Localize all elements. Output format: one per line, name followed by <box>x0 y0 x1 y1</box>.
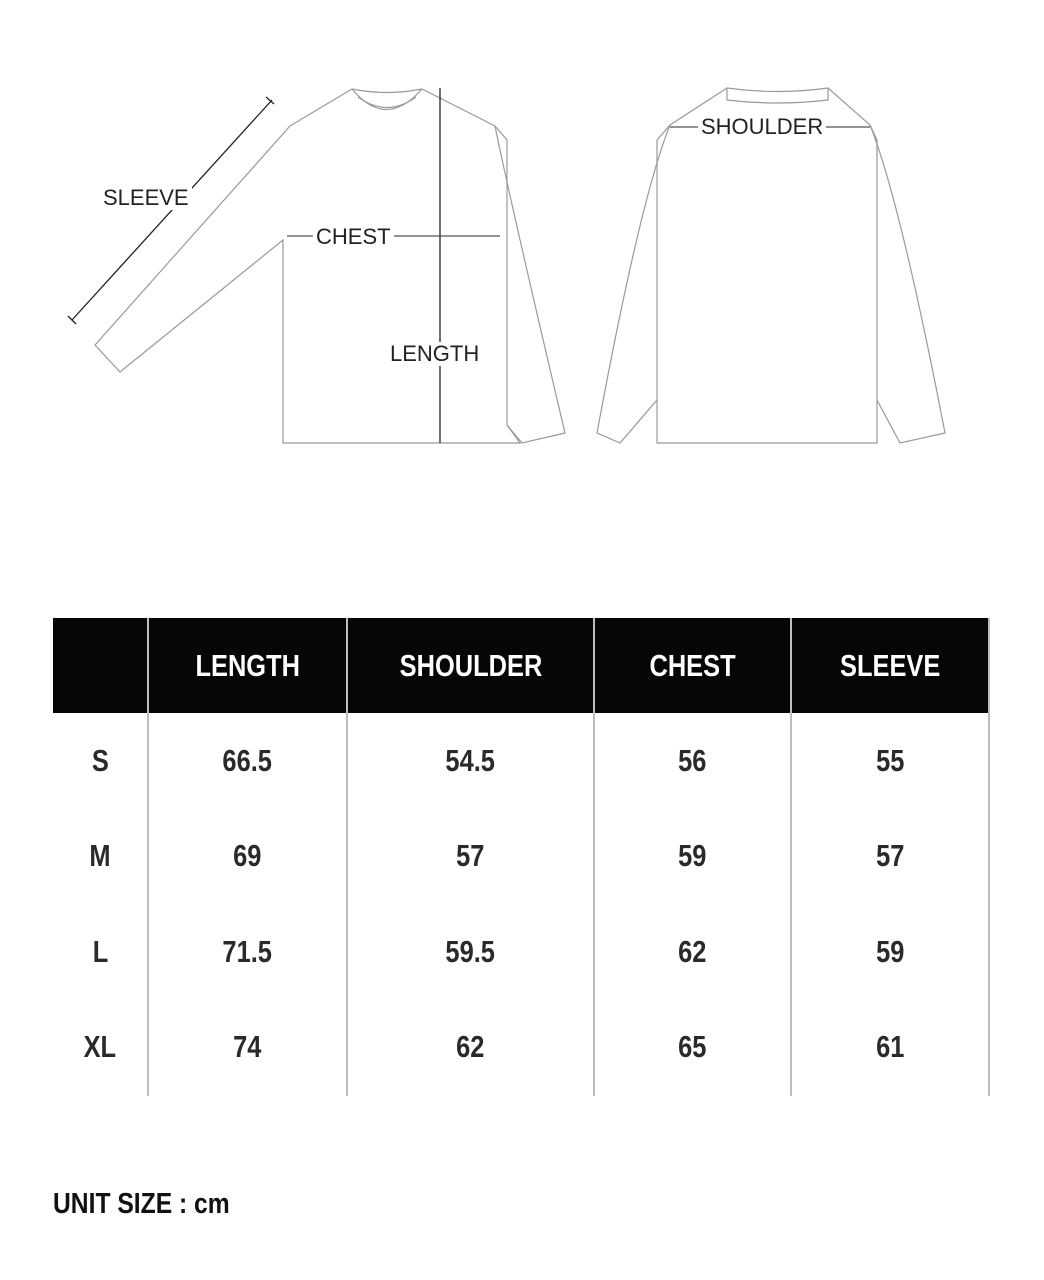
unit-size-note: UNIT SIZE : cm <box>53 1188 230 1220</box>
shoulder-label: SHOULDER <box>698 115 827 139</box>
size-label: XL <box>83 1029 117 1064</box>
sleeve-label: SLEEVE <box>100 186 192 210</box>
table-cell: 74 <box>149 1000 346 1095</box>
table-cell: 71.5 <box>149 904 346 999</box>
chest-label: CHEST <box>313 225 394 249</box>
measurement-value: 59 <box>875 933 905 969</box>
measurement-value: 56 <box>678 742 707 778</box>
size-label: M <box>89 838 111 873</box>
table-cell: 65 <box>595 1000 790 1095</box>
measurement-value: 55 <box>875 742 905 778</box>
table-cell: 59.5 <box>348 904 593 999</box>
measurement-value: 57 <box>456 838 485 873</box>
size-label: S <box>91 742 109 778</box>
table-cell: 54.5 <box>348 713 593 808</box>
measurement-value: 59 <box>678 838 707 873</box>
table-cell: 57 <box>792 809 988 904</box>
header-length: LENGTH <box>195 647 300 683</box>
measurement-value: 59.5 <box>445 933 496 969</box>
front-shirt <box>94 88 566 444</box>
table-cell: 62 <box>348 1000 593 1095</box>
size-label-cell: S <box>53 713 147 808</box>
length-label: LENGTH <box>387 342 483 366</box>
sleeve-measure-line <box>71 99 273 321</box>
header-chest: CHEST <box>649 647 736 683</box>
measurement-value: 69 <box>233 838 262 873</box>
measurement-value: 74 <box>233 1029 262 1064</box>
measurement-value: 71.5 <box>222 933 273 969</box>
table-cell: 62 <box>595 904 790 999</box>
measurement-value: 61 <box>875 1029 905 1064</box>
size-label-cell: M <box>53 809 147 904</box>
table-cell: 69 <box>149 809 346 904</box>
measurement-value: 54.5 <box>445 742 496 778</box>
table-cell: 61 <box>792 1000 988 1095</box>
table-cell: 56 <box>595 713 790 808</box>
table-cell: 66.5 <box>149 713 346 808</box>
back-shirt <box>596 87 946 444</box>
size-label: L <box>92 933 108 969</box>
measurement-value: 66.5 <box>222 742 273 778</box>
size-label-cell: L <box>53 904 147 999</box>
measurement-value: 57 <box>875 838 905 873</box>
shirt-diagram <box>67 87 946 444</box>
size-label-cell: XL <box>53 1000 147 1095</box>
table-cell: 59 <box>792 904 988 999</box>
measurement-value: 62 <box>456 1029 485 1064</box>
header-sleeve: SLEEVE <box>839 647 941 683</box>
table-cell: 57 <box>348 809 593 904</box>
table-cell: 59 <box>595 809 790 904</box>
table-cell: 55 <box>792 713 988 808</box>
table-header <box>53 618 990 713</box>
measurement-value: 65 <box>678 1029 707 1064</box>
header-shoulder: SHOULDER <box>399 647 542 683</box>
measurement-value: 62 <box>678 933 707 969</box>
